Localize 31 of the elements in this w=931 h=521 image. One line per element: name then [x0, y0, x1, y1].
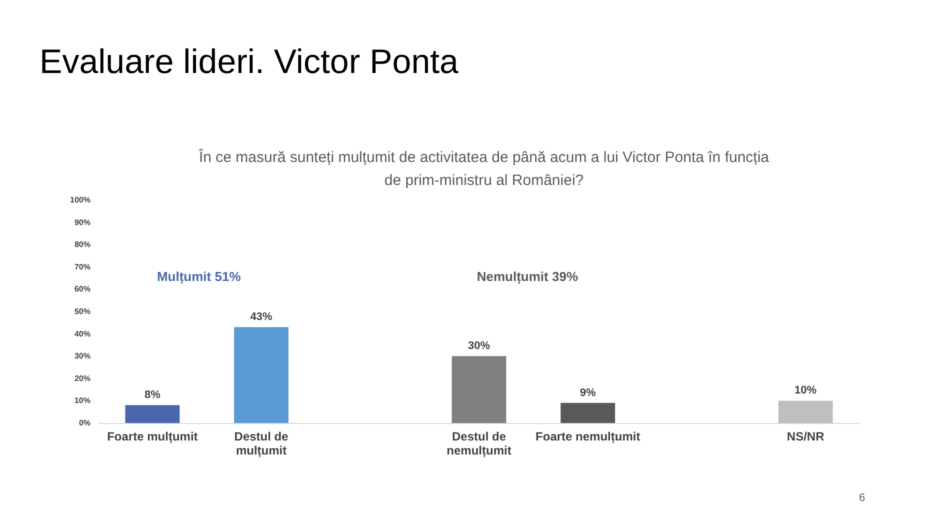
y-tick-label: 20%	[74, 374, 90, 383]
bar	[234, 327, 288, 423]
data-label: 30%	[468, 340, 490, 352]
bar	[125, 405, 180, 423]
bar	[452, 356, 506, 423]
y-tick-label: 60%	[74, 284, 90, 294]
y-tick-label: 100%	[70, 196, 90, 204]
chart-subtitle: În ce masură sunteți mulțumit de activitatea de până acum a lui Victor Ponta în funcția de prim-ministru al României?	[198, 148, 770, 189]
x-tick-label: Foarte nemulțumit	[536, 430, 640, 444]
bar	[778, 400, 833, 423]
bar	[560, 402, 616, 423]
y-tick-label: 30%	[74, 352, 90, 361]
y-tick-label: 70%	[74, 262, 90, 272]
y-tick-label: 10%	[74, 396, 90, 406]
x-tick-label: Foarte mulțumit	[107, 430, 198, 444]
data-label: 8%	[144, 389, 161, 402]
y-tick-label: 0%	[78, 418, 90, 428]
data-label: 9%	[580, 386, 596, 399]
text: 6	[858, 492, 866, 504]
annotation: Nemulțumit 39%	[476, 269, 578, 285]
x-tick-label: Destul de mulțumit	[234, 430, 289, 458]
y-tick-label: 80%	[74, 240, 90, 250]
x-tick-label: Destul de nemulțumit	[446, 430, 512, 458]
x-tick-label: NS/NR	[786, 430, 825, 444]
y-tick-label: 90%	[74, 218, 90, 227]
annotation: Mulțumit 51%	[156, 269, 242, 285]
y-tick-label: 50%	[74, 307, 90, 316]
chart-title: Evaluare lideri. Victor Ponta	[40, 43, 459, 81]
data-label: 43%	[250, 311, 273, 324]
y-tick-label: 40%	[74, 329, 90, 338]
data-label: 10%	[794, 384, 817, 397]
